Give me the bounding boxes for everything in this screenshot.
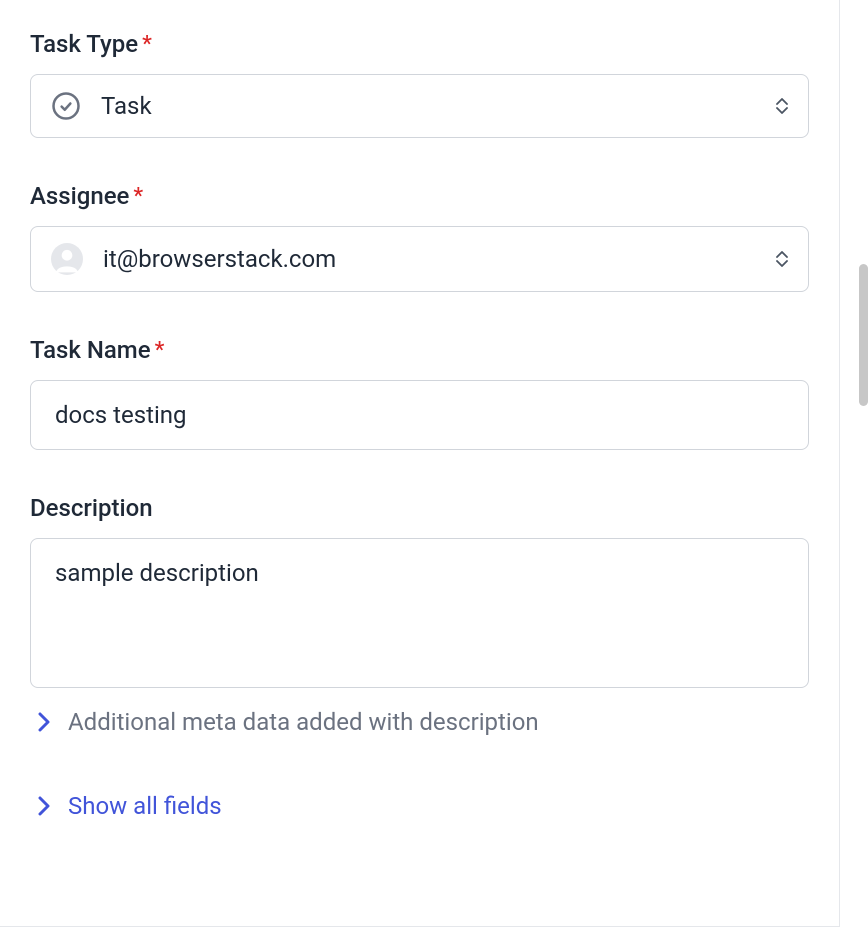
description-label: Description xyxy=(30,494,809,522)
task-type-field: Task Type * Task xyxy=(30,30,809,138)
assignee-value: it@browserstack.com xyxy=(103,245,776,273)
task-name-field: Task Name * xyxy=(30,336,809,450)
show-all-fields-toggle[interactable]: Show all fields xyxy=(30,792,809,820)
additional-meta-data-text: Additional meta data added with descript… xyxy=(68,708,539,736)
scrollbar-track[interactable] xyxy=(858,0,868,932)
additional-meta-data-toggle[interactable]: Additional meta data added with descript… xyxy=(30,708,809,736)
task-name-input[interactable] xyxy=(30,380,809,450)
check-circle-icon xyxy=(51,91,81,121)
scrollbar-thumb[interactable] xyxy=(859,264,868,406)
select-chevrons-icon xyxy=(776,98,788,114)
description-label-text: Description xyxy=(30,494,153,522)
task-type-label-text: Task Type xyxy=(30,30,138,58)
select-chevrons-icon xyxy=(776,251,788,267)
description-input[interactable] xyxy=(30,538,809,688)
assignee-label-text: Assignee xyxy=(30,182,129,210)
required-asterisk: * xyxy=(155,338,165,363)
task-type-select[interactable]: Task xyxy=(30,74,809,138)
show-all-fields-text: Show all fields xyxy=(68,792,222,820)
task-name-label-text: Task Name xyxy=(30,336,151,364)
task-name-label: Task Name * xyxy=(30,336,809,364)
required-asterisk: * xyxy=(142,32,152,57)
assignee-label: Assignee * xyxy=(30,182,809,210)
description-field: Description Additional meta data added w… xyxy=(30,494,809,736)
task-type-label: Task Type * xyxy=(30,30,809,58)
required-asterisk: * xyxy=(133,184,143,209)
chevron-right-icon xyxy=(38,796,50,816)
assignee-select[interactable]: it@browserstack.com xyxy=(30,226,809,292)
avatar-icon xyxy=(51,243,83,275)
form-container: Task Type * Task Assignee * xyxy=(0,0,840,927)
assignee-field: Assignee * it@browserstack.com xyxy=(30,182,809,292)
task-type-value: Task xyxy=(101,92,776,120)
chevron-right-icon xyxy=(38,712,50,732)
